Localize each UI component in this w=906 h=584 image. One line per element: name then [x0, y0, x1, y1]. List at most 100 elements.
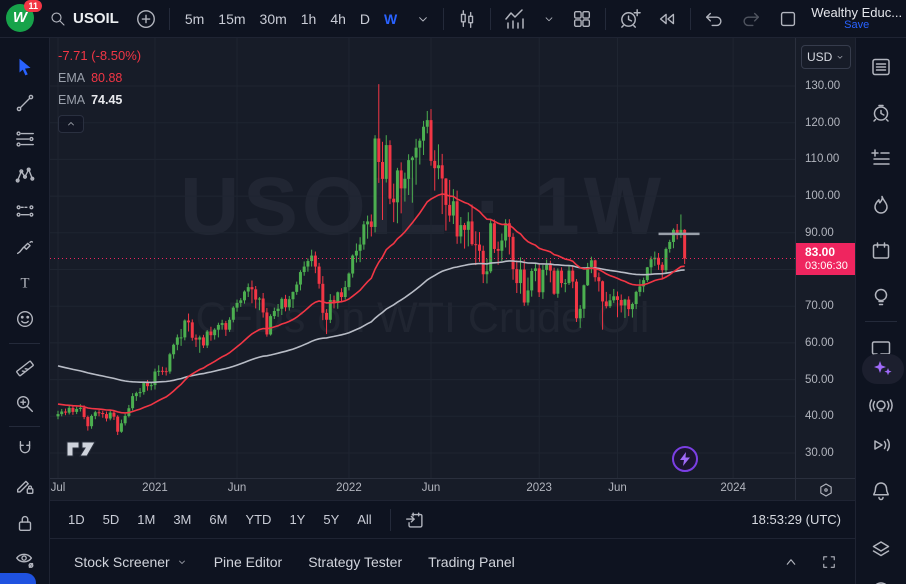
emoji-tool-button[interactable] — [8, 304, 42, 334]
axis-settings-button[interactable] — [795, 479, 855, 500]
currency-selector[interactable]: USD — [801, 45, 851, 69]
hotlists-button[interactable] — [864, 190, 898, 220]
notifications-button[interactable] — [864, 476, 898, 506]
alert-clock-icon — [873, 104, 889, 122]
tab-trading-panel[interactable]: Trading Panel — [424, 546, 537, 578]
zoom-in-tool-button[interactable] — [8, 389, 42, 419]
calendar-button[interactable] — [864, 236, 898, 266]
price-tick-label: 70.00 — [805, 300, 834, 313]
prediction-tool-button[interactable] — [8, 196, 42, 226]
object-tree-button[interactable] — [864, 534, 898, 564]
news-button[interactable] — [864, 144, 898, 174]
measure-tool-button[interactable] — [8, 353, 42, 383]
goto-date-button[interactable] — [401, 506, 429, 534]
price-tick-label: 120.00 — [805, 116, 841, 129]
legend-collapse-button[interactable] — [58, 115, 84, 133]
toolbar-divider — [443, 7, 445, 30]
drawing-mode-lock-button[interactable] — [8, 471, 42, 501]
range-5Y[interactable]: 5Y — [315, 507, 347, 532]
boost-button[interactable] — [672, 446, 698, 472]
range-YTD[interactable]: YTD — [237, 507, 279, 532]
tradingview-logo[interactable] — [64, 436, 98, 465]
interval-1h[interactable]: 1h — [295, 7, 323, 31]
pattern-tool-button[interactable] — [8, 160, 42, 190]
interval-4h[interactable]: 4h — [324, 7, 352, 31]
price-tick-label: 40.00 — [805, 410, 834, 423]
time-tick-label: Jul — [50, 482, 66, 494]
interval-15m[interactable]: 15m — [212, 7, 251, 31]
alerts-button[interactable] — [864, 98, 898, 128]
ema-slow-row[interactable]: EMA 74.45 — [58, 93, 123, 107]
xabcd-pattern-icon — [15, 167, 34, 183]
ideas-button[interactable] — [864, 282, 898, 312]
top-toolbar: W 11 USOIL 5m 15m 30m 1h 4h D W — [0, 0, 906, 38]
redo-icon — [743, 12, 760, 26]
chart-style-button[interactable] — [453, 5, 481, 33]
watchlist-button[interactable] — [864, 52, 898, 82]
chart-pane[interactable]: USOIL · 1W CFDs on WTI Crude Oil -7.71 (… — [50, 38, 795, 478]
bar-replay-button[interactable] — [653, 5, 681, 33]
help-bubble[interactable] — [0, 573, 36, 584]
interval-menu-button[interactable] — [412, 8, 434, 30]
range-6M[interactable]: 6M — [201, 507, 235, 532]
create-alert-button[interactable] — [615, 4, 644, 33]
toolbar-divider — [9, 426, 40, 427]
interval-5m[interactable]: 5m — [179, 7, 210, 31]
help-button[interactable] — [864, 572, 898, 584]
range-1M[interactable]: 1M — [129, 507, 163, 532]
magnet-mode-button[interactable] — [8, 434, 42, 464]
interval-30m[interactable]: 30m — [254, 7, 293, 31]
brush-tool-button[interactable] — [8, 232, 42, 262]
symbol-search[interactable]: USOIL — [45, 10, 123, 28]
range-5D[interactable]: 5D — [95, 507, 128, 532]
alert-clock-plus-icon — [621, 9, 642, 28]
save-link[interactable]: Save — [844, 18, 870, 31]
time-axis[interactable]: Jul 2021 Jun 2022 Jun 2023 Jun 2024 — [50, 479, 795, 500]
range-3M[interactable]: 3M — [165, 507, 199, 532]
range-All[interactable]: All — [349, 507, 379, 532]
broadcast-bulb-icon — [869, 399, 893, 412]
price-axis[interactable]: USD 83.00 03:06:30 130.00 120.00 110.00 100… — [795, 38, 855, 478]
price-tick-label: 100.00 — [805, 190, 841, 203]
account-logo[interactable]: W 11 — [6, 0, 42, 34]
range-1D[interactable]: 1D — [60, 507, 93, 532]
indicators-menu-button[interactable] — [539, 9, 559, 29]
layout-name-block[interactable]: Wealthy Educ... Save — [811, 6, 904, 32]
zoom-in-icon — [16, 395, 33, 413]
interval-group: 5m 15m 30m 1h 4h D W — [179, 7, 403, 31]
compare-add-button[interactable] — [132, 5, 160, 33]
redo-button[interactable] — [737, 5, 765, 33]
interval-W[interactable]: W — [378, 7, 403, 31]
undo-button[interactable] — [700, 5, 728, 33]
text-tool-button[interactable]: T — [8, 268, 42, 298]
time-tick-label: 2022 — [336, 482, 362, 494]
tab-strategy-tester[interactable]: Strategy Tester — [304, 546, 424, 578]
tab-pine-editor[interactable]: Pine Editor — [210, 546, 304, 578]
panel-maximize-button[interactable] — [817, 550, 841, 574]
live-streams-button[interactable] — [864, 430, 898, 460]
ai-assistant-button[interactable] — [862, 354, 904, 384]
fib-tool-button[interactable] — [8, 124, 42, 154]
save-layout-button[interactable] — [774, 5, 802, 33]
layout-grid-button[interactable] — [568, 5, 596, 33]
clock-utc[interactable]: 18:53:29 (UTC) — [751, 512, 841, 527]
candlestick-chart[interactable] — [50, 38, 795, 478]
chevron-down-icon — [545, 16, 553, 21]
streams-button[interactable] — [864, 392, 898, 422]
hide-drawings-button[interactable] — [8, 544, 42, 574]
price-tick-label: 60.00 — [805, 336, 834, 349]
toolbar-divider — [690, 7, 692, 30]
interval-D[interactable]: D — [354, 7, 376, 31]
trend-line-icon — [16, 94, 33, 112]
trend-line-tool-button[interactable] — [8, 88, 42, 118]
indicators-button[interactable] — [500, 4, 530, 34]
ema-fast-row[interactable]: EMA 80.88 — [58, 71, 123, 85]
tab-stock-screener[interactable]: Stock Screener — [70, 546, 210, 578]
range-1Y[interactable]: 1Y — [281, 507, 313, 532]
gear-icon — [819, 482, 832, 497]
calendar-icon — [872, 242, 890, 259]
panel-expand-button[interactable] — [779, 550, 803, 574]
lock-drawings-button[interactable] — [8, 508, 42, 538]
replay-rewind-icon — [660, 13, 675, 24]
cursor-tool-button[interactable] — [8, 52, 42, 82]
